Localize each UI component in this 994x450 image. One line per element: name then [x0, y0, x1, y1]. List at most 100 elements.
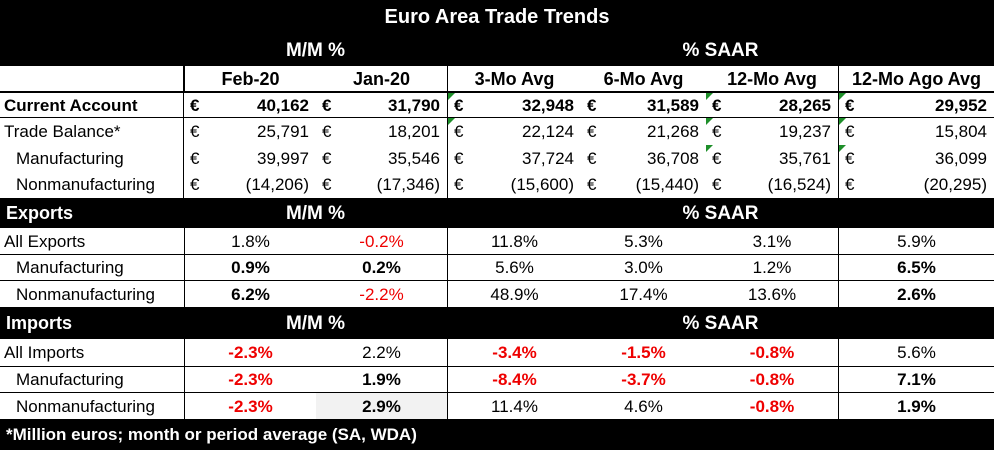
amount: 31,790 [388, 95, 440, 115]
value-cell: € (17,346) [316, 171, 447, 198]
amount: 36,099 [935, 148, 987, 168]
section-spacer [0, 34, 184, 66]
value-cell: -8.4% [447, 366, 581, 392]
value-cell: €31,790 [316, 92, 447, 117]
row-label: Nonmanufacturing [0, 171, 184, 198]
value-cell: €25,791 [184, 117, 316, 145]
currency-symbol: € [190, 148, 200, 168]
value-cell: 5.6% [838, 339, 994, 366]
currency-symbol: € [845, 122, 855, 141]
section-mm-label: M/M % [184, 34, 447, 66]
row-label: All Imports [4, 343, 85, 362]
section-saar-label: % SAAR [447, 307, 994, 339]
table-title: Euro Area Trade Trends [0, 0, 994, 34]
value-cell: 13.6% [706, 280, 838, 307]
amount: 37,724 [522, 148, 574, 168]
value-cell: €28,265 [706, 92, 838, 117]
column-header: 12-Mo Avg [706, 66, 838, 92]
row-label: Trade Balance* [0, 117, 184, 145]
currency-symbol: € [454, 122, 464, 141]
value-cell: 17.4% [581, 280, 706, 307]
value-cell: €39,997 [184, 145, 316, 171]
row-label: All Exports [4, 231, 86, 251]
currency-symbol: € [190, 175, 200, 194]
value-cell: €35,761 [706, 145, 838, 171]
currency-symbol: € [454, 175, 464, 194]
value-cell: €32,948 [447, 92, 581, 117]
value-cell: 0.2% [316, 254, 447, 280]
value-cell: -2.3% [184, 366, 316, 392]
currency-symbol: € [587, 148, 597, 168]
currency-symbol: € [845, 175, 855, 194]
value-cell: 1.9% [838, 392, 994, 419]
value-cell: € (15,600) [447, 171, 581, 198]
amount: (16,524) [767, 175, 831, 194]
row-label: Nonmanufacturing [0, 280, 184, 307]
value-cell: 5.6% [447, 254, 581, 280]
value-cell: 2.2% [362, 343, 401, 362]
section-mm-label: M/M % [184, 198, 447, 228]
currency-symbol: € [587, 122, 597, 141]
currency-symbol: € [587, 175, 597, 194]
value-cell: 48.9% [447, 280, 581, 307]
currency-symbol: € [322, 175, 332, 194]
row-label: Manufacturing [0, 366, 184, 392]
value-cell: 6.5% [838, 254, 994, 280]
amount: (20,295) [923, 175, 987, 194]
amount: 39,997 [257, 148, 309, 168]
value-cell: -0.8% [749, 343, 795, 362]
value-cell: €19,237 [706, 117, 838, 145]
value-cell: €36,708 [581, 145, 706, 171]
section-mm-label: M/M % [184, 307, 447, 339]
currency-symbol: € [322, 148, 332, 168]
currency-symbol: € [712, 148, 722, 168]
amount: 36,708 [647, 148, 699, 168]
value-cell: 2.6% [838, 280, 994, 307]
amount: 18,201 [388, 122, 440, 141]
value-cell: -0.8% [706, 392, 838, 419]
value-cell: €22,124 [447, 117, 581, 145]
value-cell: 1.2% [706, 254, 838, 280]
value-cell: 11.8% [447, 228, 581, 254]
value-cell: €18,201 [316, 117, 447, 145]
value-cell: € (20,295) [838, 171, 994, 198]
value-cell: €36,099 [838, 145, 994, 171]
value-cell: -2.3% [184, 392, 316, 419]
amount: (15,440) [635, 175, 699, 194]
value-cell: 4.6% [581, 392, 706, 419]
currency-symbol: € [712, 95, 722, 115]
amount: 31,589 [647, 95, 699, 115]
row-label: Manufacturing [0, 254, 184, 280]
column-header: Jan-20 [316, 66, 447, 92]
currency-symbol: € [454, 148, 464, 168]
amount: 35,546 [388, 148, 440, 168]
value-cell: 2.9% [316, 392, 447, 419]
amount: 22,124 [522, 122, 574, 141]
value-cell: 11.4% [447, 392, 581, 419]
value-cell: 6.2% [184, 280, 316, 307]
value-cell: -3.7% [581, 366, 706, 392]
amount: 32,948 [522, 95, 574, 115]
currency-symbol: € [190, 95, 200, 115]
value-cell: 5.3% [624, 231, 663, 251]
amount: 35,761 [779, 148, 831, 168]
value-cell: -3.4% [447, 339, 581, 366]
currency-symbol: € [322, 122, 332, 141]
column-header: 12-Mo Ago Avg [838, 66, 994, 92]
footnote: *Million euros; month or period average … [0, 419, 994, 450]
amount: (15,600) [510, 175, 574, 194]
currency-symbol: € [845, 148, 855, 168]
amount: 15,804 [935, 122, 987, 141]
value-cell: €37,724 [447, 145, 581, 171]
value-cell: 1.9% [316, 366, 447, 392]
value-cell: € (16,524) [706, 171, 838, 198]
amount: 40,162 [257, 95, 309, 115]
amount: (17,346) [376, 175, 440, 194]
value-cell: 3.1% [752, 231, 792, 251]
value-cell: €40,162 [184, 92, 316, 117]
currency-symbol: € [587, 95, 597, 115]
header-blank [0, 66, 184, 92]
column-header: Feb-20 [184, 66, 316, 92]
row-label: Nonmanufacturing [0, 392, 184, 419]
